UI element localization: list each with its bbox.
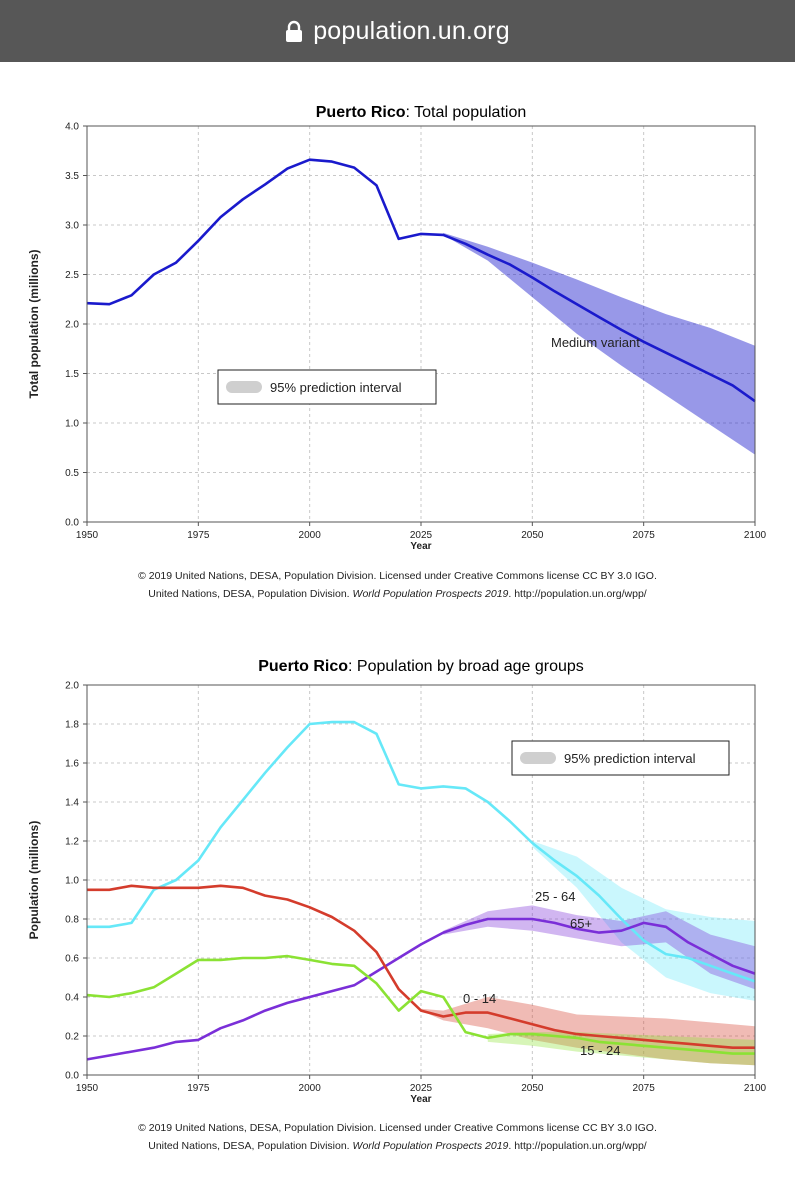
y-tick-label: 1.0 [65,876,79,887]
y-tick-label: 1.0 [65,419,79,430]
x-tick-label: 2075 [633,1083,656,1094]
y-tick-label: 2.0 [65,681,79,692]
browser-url-bar[interactable]: population.un.org [0,0,795,62]
y-tick-label: 0.8 [65,915,79,926]
age-groups-chart: Puerto Rico: Population by broad age gro… [27,658,767,1105]
credit-block-2: © 2019 United Nations, DESA, Population … [0,1119,795,1155]
x-tick-label: 2100 [744,530,767,541]
x-tick-label: 1950 [76,530,99,541]
prediction-band-age_65 [443,905,755,990]
legend: 95% prediction interval [217,369,437,405]
legend-swatch [226,381,262,393]
prediction-band-total [443,232,755,455]
y-tick-label: 1.2 [65,837,79,848]
x-tick-label: 2000 [299,530,322,541]
credit-line-1: © 2019 United Nations, DESA, Population … [138,1122,657,1134]
series-line-age_25_64 [87,720,756,983]
y-tick-label: 2.0 [65,320,79,331]
credit-line-1: © 2019 United Nations, DESA, Population … [138,570,657,582]
y-tick-label: 1.4 [65,798,79,809]
y-tick-label: 3.5 [65,171,79,182]
y-axis-label: Population (millions) [27,821,41,940]
series-line-total [86,158,756,403]
x-tick-label: 2075 [633,530,656,541]
x-axis-label: Year [410,1094,431,1105]
y-tick-label: 4.0 [65,122,79,133]
series-label-age_65: 65+ [570,916,592,931]
url-text: population.un.org [313,16,510,45]
series-label-age_25_64: 25 - 64 [535,889,575,904]
credit-line-2: United Nations, DESA, Population Divisio… [148,1140,647,1152]
x-tick-label: 2050 [521,530,544,541]
total-population-chart: Puerto Rico: Total population 1950 1975 200… [27,104,767,552]
y-tick-label: 1.5 [65,369,79,380]
series-line-age_15_24 [86,954,755,1055]
legend-swatch [520,752,556,764]
x-tick-label: 2000 [299,1083,322,1094]
legend-label: 95% prediction interval [564,751,696,766]
lock-icon [286,20,303,42]
y-tick-label: 1.8 [65,720,79,731]
y-tick-label: 0.6 [65,954,79,965]
credit-block-1: © 2019 United Nations, DESA, Population … [0,567,795,603]
chart-title: Puerto Rico: Population by broad age gro… [258,658,584,675]
x-axis-label: Year [410,541,431,552]
y-tick-label: 0.2 [65,1032,79,1043]
y-tick-label: 2.5 [65,270,79,281]
x-tick-label: 2100 [744,1083,767,1094]
x-tick-label: 2050 [521,1083,544,1094]
legend: 95% prediction interval [511,740,730,776]
x-tick-label: 2025 [410,530,433,541]
x-tick-label: 1950 [76,1083,99,1094]
series-label-age_0_14: 0 - 14 [463,991,496,1006]
y-tick-label: 1.6 [65,759,79,770]
chart-title: Puerto Rico: Total population [316,104,526,121]
y-axis-label: Total population (millions) [27,249,41,398]
y-tick-label: 0.4 [65,993,79,1004]
y-tick-label: 0.0 [65,1071,79,1082]
series-line-age_65 [86,917,756,1061]
legend-label: 95% prediction interval [270,380,402,395]
y-tick-label: 0.0 [65,518,79,529]
credit-line-2: United Nations, DESA, Population Divisio… [148,588,647,600]
x-tick-label: 1975 [187,530,210,541]
series-line-age_0_14 [87,884,755,1049]
annotation-medium-variant: Medium variant [551,335,640,350]
y-tick-label: 0.5 [65,468,79,479]
x-tick-label: 1975 [187,1083,210,1094]
y-tick-label: 3.0 [65,221,79,232]
prediction-band-age_15_24 [487,1032,755,1066]
series-label-age_15_24: 15 - 24 [580,1043,620,1058]
x-tick-label: 2025 [410,1083,433,1094]
